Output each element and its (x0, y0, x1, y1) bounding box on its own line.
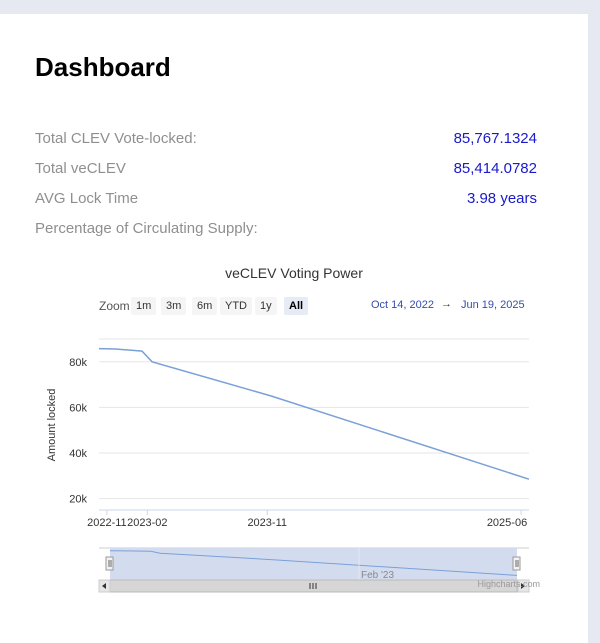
scroll-left-icon[interactable] (98, 579, 111, 593)
stat-value: 85,414.0782 (453, 160, 537, 177)
navigator-date-label: Feb '23 (361, 570, 394, 581)
navigator-right-handle[interactable] (512, 556, 521, 571)
zoom-3m-button[interactable]: 3m (161, 297, 187, 315)
stat-row-avg-lock-time: AVG Lock Time 3.98 years (35, 190, 537, 210)
y-axis-label: Amount locked (46, 389, 58, 462)
navigator-selected-range[interactable] (110, 548, 517, 580)
stat-value: 3.98 years (466, 190, 537, 207)
stat-row-circulating-supply: Percentage of Circulating Supply: (35, 220, 537, 240)
scroll-right-icon[interactable] (517, 579, 530, 593)
stat-row-total-clev-vote-locked: Total CLEV Vote-locked: 85,767.1324 (35, 130, 537, 150)
zoom-label: Zoom (99, 299, 130, 313)
x-tick-label: 2023-02 (127, 517, 167, 529)
y-tick-label: 40k (69, 448, 87, 460)
page-title: Dashboard (35, 52, 171, 82)
y-tick-label: 20k (69, 494, 87, 506)
stat-label: Total veCLEV (35, 160, 126, 177)
series-line (98, 347, 530, 480)
zoom-1m-button[interactable]: 1m (131, 297, 157, 315)
stat-label: Total CLEV Vote-locked: (35, 130, 197, 147)
chart-title: veCLEV Voting Power (225, 265, 363, 281)
range-from-date[interactable]: Oct 14, 2022 (371, 299, 434, 311)
zoom-ytd-button[interactable]: YTD (220, 297, 252, 315)
zoom-all-button[interactable]: All (284, 297, 309, 315)
y-tick-label: 60k (69, 402, 87, 414)
x-tick-label: 2025-06 (487, 517, 527, 529)
navigator-left-handle[interactable] (105, 556, 114, 571)
stat-label: Percentage of Circulating Supply: (35, 220, 258, 237)
scrollbar-grip-icon (309, 583, 317, 589)
zoom-1y-button[interactable]: 1y (255, 297, 277, 315)
dashboard-card (0, 14, 588, 643)
stat-row-total-veclev: Total veCLEV 85,414.0782 (35, 160, 537, 180)
range-arrow: → (441, 298, 452, 310)
stat-value: 85,767.1324 (453, 130, 537, 147)
range-to-date[interactable]: Jun 19, 2025 (461, 299, 525, 311)
navigator-series-line (109, 550, 518, 576)
x-tick-label: 2023-11 (247, 517, 287, 529)
zoom-6m-button[interactable]: 6m (192, 297, 218, 315)
x-tick-label: 2022-11 (87, 517, 127, 529)
y-tick-label: 80k (69, 357, 87, 369)
stat-label: AVG Lock Time (35, 190, 139, 207)
highcharts-credit[interactable]: Highcharts.com (477, 579, 540, 589)
